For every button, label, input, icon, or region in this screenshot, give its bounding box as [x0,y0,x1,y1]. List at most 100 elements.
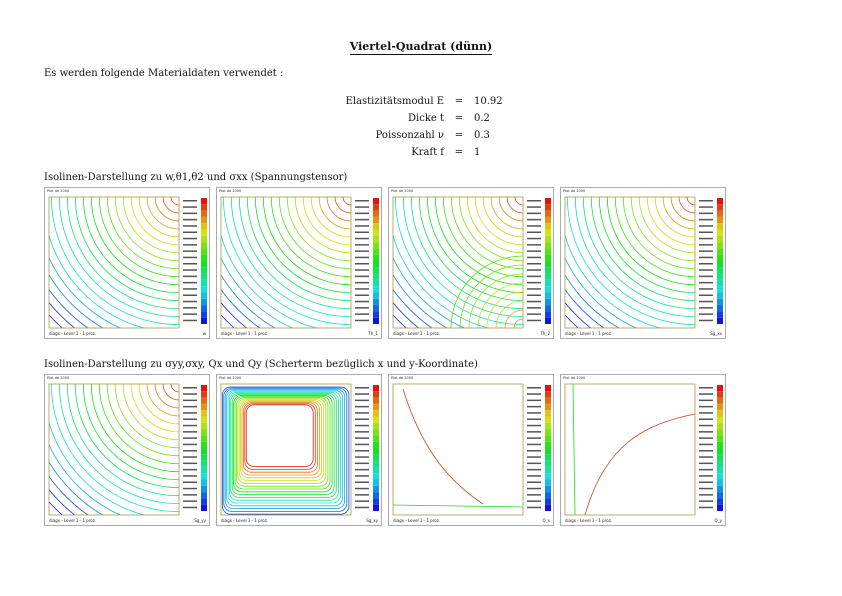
contour-line [574,197,695,318]
colorbar-segment [373,492,379,499]
contour-line [130,384,179,433]
contour-line [565,288,605,328]
contour-line [565,274,620,328]
colorbar-tick-label [527,412,541,414]
colorbar-segment [373,391,379,398]
colorbar-segment [717,385,723,392]
colorbar-segment [201,298,207,306]
contour-graphic [220,196,379,329]
colorbar-tick-label [527,424,541,427]
colorbar-segment [373,216,379,224]
colorbar-segment [545,492,551,499]
contour-plot: Plot dd 2000 diagx - Level 1 - 1 proz. S… [44,374,210,526]
colorbar-tick-label [183,412,197,414]
contour-line [224,388,346,509]
colorbar-segment [717,235,723,243]
colorbar-tick-label [527,487,541,490]
contour-graphic [48,196,207,329]
colorbar-segment [717,273,723,280]
contour-line [504,309,523,328]
colorbar-segment [373,504,379,511]
contour-line [565,301,592,328]
colorbar-segment [201,267,207,274]
contour-line [49,475,89,515]
contour-line [122,197,179,254]
colorbar-segment [545,254,551,261]
contour-line [630,197,695,262]
colorbar-tick-label [699,456,713,458]
colorbar-tick-label [527,231,541,233]
colorbar-tick-label [355,393,369,395]
contour-line [49,274,104,328]
contour-line [342,197,351,206]
contour-line [98,384,179,465]
colorbar-segment [717,267,723,274]
contour-line [50,384,179,513]
contour-line [58,197,179,318]
colorbar-tick-label [183,231,197,233]
contour-line [49,301,76,328]
colorbar-segment [201,403,207,411]
contour-line [286,197,351,262]
contour-line [474,197,523,246]
contour-line [477,282,523,328]
contour-line [598,197,695,294]
colorbar-tick-label [699,393,713,395]
colorbar-tick-label [183,269,197,271]
colorbar-tick-label [355,399,369,402]
contour-line [506,197,523,214]
colorbar-segment [373,473,379,480]
colorbar-tick-label [527,313,541,315]
colorbar-tick-label [183,263,197,265]
contour-line [49,256,122,328]
contour-line [514,197,523,206]
colorbar-tick-label [183,481,197,483]
colorbar-segment [373,210,379,217]
contour-line [228,391,339,501]
contour-line [278,197,351,270]
colorbar-tick-label [527,237,541,240]
colorbar-tick-label [183,218,197,221]
colorbar-tick-label [527,405,541,408]
colorbar-tick-label [527,506,541,509]
contour-line [410,197,523,310]
colorbar-tick-label [183,399,197,402]
contour-line [138,384,179,425]
contour-line [393,274,448,328]
contour-graphic [48,383,207,516]
contour-line [82,384,179,481]
plot-frame [48,196,180,329]
contour-line [590,197,695,302]
colorbar-segment [717,485,723,493]
contour-line [240,400,323,479]
colorbar-segment [201,416,207,423]
contour-line [334,197,351,214]
colorbar-tick-label [699,412,713,414]
colorbar-segment [545,317,551,324]
colorbar-segment [201,397,207,404]
colorbar-tick-label [699,275,713,278]
colorbar-segment [373,298,379,306]
contour-line [221,274,276,328]
colorbar-segment [373,416,379,423]
colorbar-tick-label [183,244,197,246]
contour-lines [572,384,695,515]
contour-line [565,234,662,328]
contour-line [495,300,523,328]
plot-footer: diagx - Level 1 - 1 proz. [393,518,441,523]
colorbar-segment [545,273,551,280]
colorbar-segment [717,279,723,287]
contour-line [49,461,104,515]
contour-line [106,197,179,270]
contour-line [418,197,523,302]
contour-line [49,314,63,328]
contour-line [246,197,351,302]
colorbar-tick-label [527,319,541,322]
colorbar-tick-label [355,456,369,458]
contour-lines [565,197,695,328]
colorbar-segment [545,498,551,505]
colorbar-segment [545,479,551,486]
colorbar-segment [545,267,551,274]
contour-plot: Plot dd 2000 diagx - Level 1 - 1 proz. Q… [560,374,726,526]
intro-text: Es werden folgende Materialdaten verwend… [44,68,284,79]
